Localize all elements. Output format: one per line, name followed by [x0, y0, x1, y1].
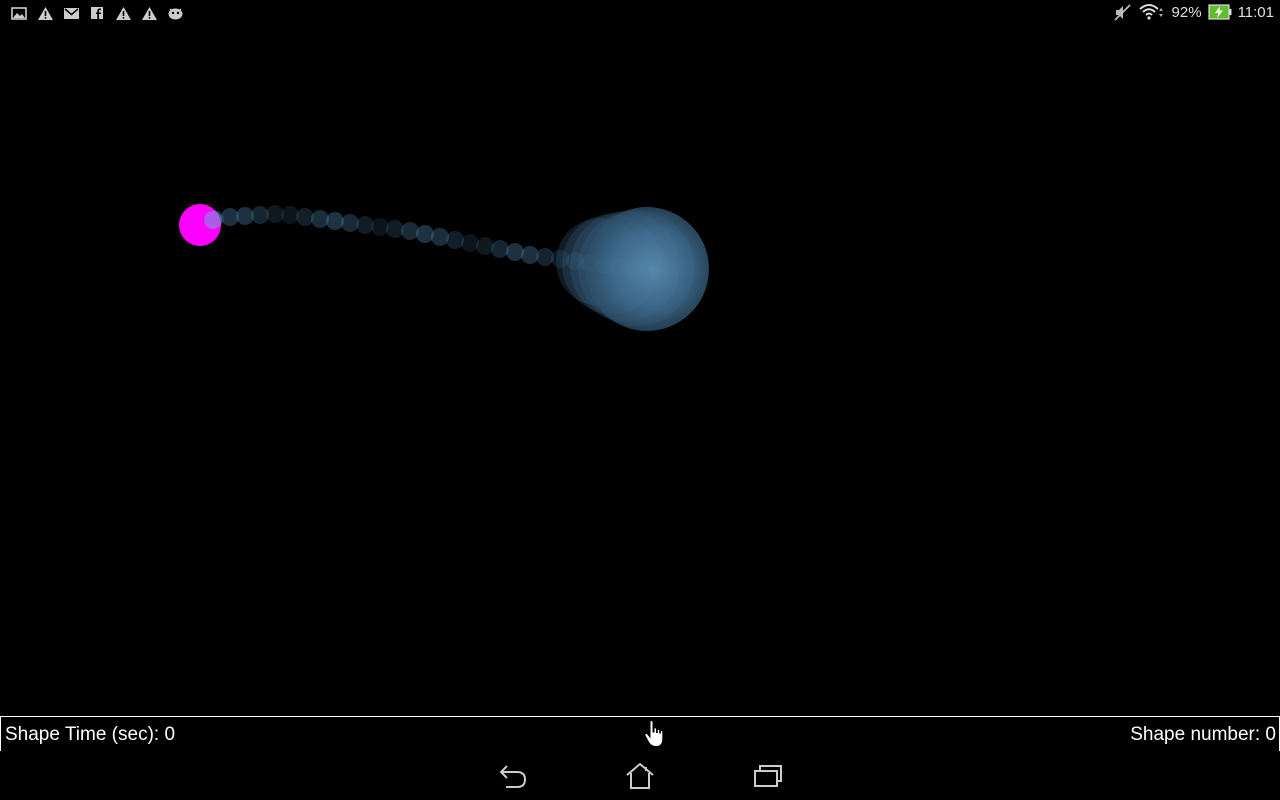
battery-charging-icon — [1207, 4, 1232, 20]
hand-pointer-icon — [642, 719, 666, 748]
wifi-icon — [1138, 3, 1166, 21]
trail-dot — [566, 252, 584, 270]
trail-dot — [491, 240, 509, 258]
info-bar: Shape Time (sec): 0 Shape number: 0 — [0, 716, 1280, 752]
trail-dot — [296, 208, 314, 226]
touch-blob — [585, 207, 709, 331]
trail-dot — [431, 228, 449, 246]
trail-dot — [461, 234, 479, 252]
mute-icon — [1113, 3, 1132, 21]
notification-icons — [10, 4, 184, 22]
home-icon — [626, 762, 654, 789]
trail-dot — [536, 248, 554, 266]
trail-dot — [401, 222, 419, 240]
trail-svg — [179, 204, 709, 331]
recents-icon — [754, 765, 782, 787]
trail-dot — [221, 208, 239, 226]
system-status: 92% 11:01 — [1113, 3, 1274, 21]
warning-icon — [140, 4, 158, 22]
clock: 11:01 — [1237, 3, 1274, 21]
image-icon — [10, 4, 28, 22]
trail-dot — [356, 216, 374, 234]
status-bar: 92% 11:01 — [0, 0, 1280, 26]
gmail-icon — [62, 4, 80, 22]
trail-dot — [326, 212, 344, 230]
shape-time-label: Shape Time (sec): 0 — [5, 724, 176, 745]
drawing-canvas[interactable] — [0, 26, 1280, 716]
recents-button[interactable] — [751, 761, 785, 791]
trail-dot — [551, 250, 569, 268]
warning-icon — [36, 4, 54, 22]
trail-dot — [506, 243, 524, 261]
trail-dot — [266, 205, 284, 223]
trail-dot — [371, 218, 389, 236]
facebook-icon — [88, 4, 106, 22]
trail-dot — [476, 237, 494, 255]
warning-icon — [114, 4, 132, 22]
trail-dot — [311, 210, 329, 228]
navigation-bar — [0, 751, 1280, 800]
trail-dot — [416, 225, 434, 243]
trail-dot — [281, 206, 299, 224]
android-icon — [166, 4, 184, 22]
shape-number-label: Shape number: 0 — [1130, 724, 1276, 745]
trail-dot — [521, 246, 539, 264]
battery-percent: 92% — [1171, 3, 1202, 21]
trail-dot — [251, 206, 269, 224]
back-button[interactable] — [496, 761, 530, 791]
trail-head — [204, 211, 222, 229]
trail-dot — [236, 207, 254, 225]
home-button[interactable] — [623, 761, 657, 791]
back-icon — [499, 765, 527, 788]
trail-dot — [386, 220, 404, 238]
trail-dot — [341, 214, 359, 232]
trail-dot — [446, 231, 464, 249]
